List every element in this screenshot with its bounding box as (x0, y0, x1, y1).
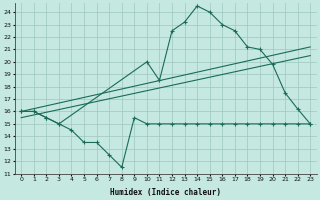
X-axis label: Humidex (Indice chaleur): Humidex (Indice chaleur) (110, 188, 221, 197)
